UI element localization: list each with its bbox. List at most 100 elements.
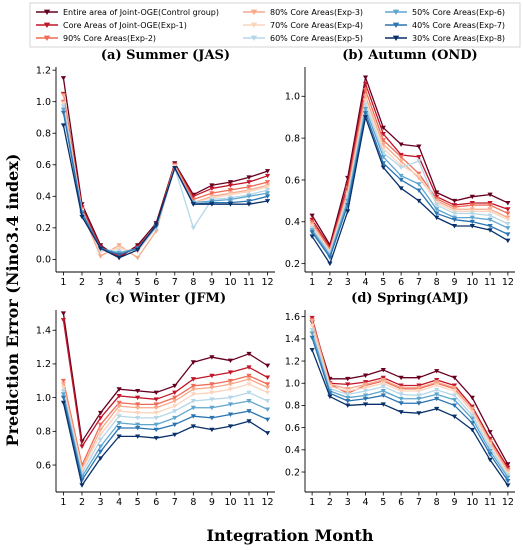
data-point bbox=[172, 422, 178, 428]
series-line bbox=[62, 77, 268, 259]
x-tick-label: 6 bbox=[398, 277, 404, 288]
data-point bbox=[469, 211, 475, 216]
series-line bbox=[62, 390, 268, 475]
data-point bbox=[116, 255, 122, 261]
panel-title: (a) Summer (JAS) bbox=[101, 48, 230, 63]
data-point bbox=[505, 483, 511, 488]
y-tick-label: 0.0 bbox=[36, 255, 51, 266]
data-point bbox=[190, 225, 196, 231]
data-point bbox=[135, 388, 141, 394]
data-point bbox=[434, 380, 440, 385]
series-line bbox=[311, 83, 509, 248]
data-point bbox=[227, 183, 234, 188]
series-1 bbox=[60, 311, 271, 444]
series-line bbox=[311, 108, 509, 256]
data-point bbox=[172, 165, 178, 171]
x-tick-label: 4 bbox=[362, 497, 368, 508]
data-point bbox=[97, 444, 104, 449]
x-tick-label: 12 bbox=[262, 277, 274, 288]
data-point bbox=[246, 409, 252, 414]
data-point bbox=[135, 415, 141, 421]
x-tick-label: 9 bbox=[209, 497, 215, 508]
x-tick-label: 4 bbox=[116, 497, 122, 508]
data-point bbox=[451, 383, 458, 388]
data-point bbox=[264, 180, 271, 185]
data-point bbox=[469, 395, 475, 401]
legend-label: 50% Core Areas(Exp-6) bbox=[412, 8, 505, 17]
data-point bbox=[264, 184, 271, 190]
data-point bbox=[172, 395, 178, 401]
legend-item: Entire area of Joint-OGE(Control group) bbox=[36, 8, 219, 17]
data-point bbox=[327, 255, 333, 260]
data-point bbox=[172, 404, 178, 409]
data-point bbox=[153, 390, 159, 396]
data-point bbox=[60, 93, 67, 98]
data-point bbox=[469, 219, 475, 225]
data-point bbox=[172, 390, 178, 396]
series-9 bbox=[60, 400, 271, 488]
data-point bbox=[116, 387, 122, 392]
data-point bbox=[153, 397, 159, 402]
series-5 bbox=[309, 323, 511, 476]
x-tick-label: 2 bbox=[79, 497, 85, 508]
data-point bbox=[135, 247, 141, 253]
data-point bbox=[380, 154, 386, 160]
data-point bbox=[190, 399, 196, 404]
legend-item: 60% Core Areas(Exp-5) bbox=[243, 34, 363, 43]
data-point bbox=[434, 396, 440, 402]
data-point bbox=[60, 101, 67, 106]
data-point bbox=[505, 211, 511, 216]
data-point bbox=[246, 351, 252, 357]
y-tick-label: 0.2 bbox=[36, 223, 51, 234]
series-2 bbox=[60, 318, 271, 449]
data-point bbox=[345, 376, 351, 382]
legend-label: 30% Core Areas(Exp-8) bbox=[412, 34, 505, 43]
data-point bbox=[190, 197, 196, 202]
data-point bbox=[153, 436, 159, 441]
data-point bbox=[227, 402, 234, 407]
x-tick-label: 2 bbox=[327, 497, 333, 508]
data-point bbox=[116, 400, 122, 406]
data-point bbox=[227, 395, 234, 401]
data-point bbox=[246, 194, 252, 199]
data-point bbox=[345, 209, 351, 214]
series-2 bbox=[309, 315, 511, 471]
data-point bbox=[97, 254, 104, 259]
data-point bbox=[135, 255, 141, 261]
y-tick-label: 1.2 bbox=[285, 356, 300, 367]
data-point bbox=[398, 392, 404, 397]
data-point bbox=[416, 385, 422, 391]
data-point bbox=[209, 183, 215, 188]
y-tick-label: 1.0 bbox=[36, 393, 51, 404]
data-point bbox=[505, 201, 511, 206]
data-point bbox=[345, 386, 351, 392]
series-8 bbox=[309, 111, 511, 260]
data-point bbox=[434, 207, 440, 212]
data-point bbox=[60, 107, 67, 113]
data-point bbox=[116, 409, 122, 414]
data-point bbox=[487, 228, 493, 233]
data-point bbox=[209, 390, 215, 396]
data-point bbox=[398, 389, 404, 394]
legend-item: 90% Core Areas(Exp-2) bbox=[36, 34, 156, 43]
data-point bbox=[246, 175, 252, 180]
y-tick-label: 0.6 bbox=[285, 423, 300, 434]
data-point bbox=[264, 169, 271, 174]
data-point bbox=[97, 422, 104, 428]
data-point bbox=[190, 424, 196, 429]
series-line bbox=[311, 89, 509, 250]
series-line bbox=[311, 325, 509, 474]
data-point bbox=[60, 318, 67, 323]
data-point bbox=[190, 383, 196, 389]
data-point bbox=[209, 427, 215, 433]
data-point bbox=[487, 217, 493, 223]
data-point bbox=[153, 222, 159, 228]
data-point bbox=[505, 462, 511, 467]
data-point bbox=[451, 389, 458, 394]
data-point bbox=[227, 382, 234, 387]
data-point bbox=[505, 478, 511, 484]
data-point bbox=[135, 434, 141, 439]
data-point bbox=[309, 230, 315, 235]
legend-item: 40% Core Areas(Exp-7) bbox=[385, 21, 505, 30]
data-point bbox=[153, 422, 159, 428]
